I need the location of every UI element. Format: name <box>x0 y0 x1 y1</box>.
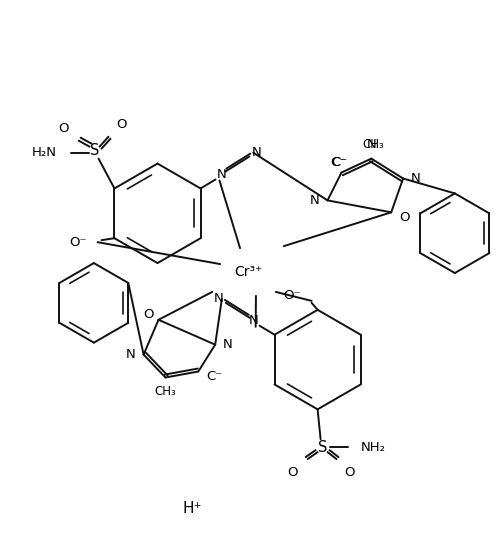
Text: N: N <box>251 146 261 159</box>
Text: CH₃: CH₃ <box>155 385 176 398</box>
Text: O: O <box>116 118 127 132</box>
Text: H₂N: H₂N <box>32 146 57 159</box>
Text: N: N <box>411 172 421 185</box>
Text: N: N <box>249 314 258 327</box>
Text: O: O <box>399 211 410 224</box>
Text: C⁻: C⁻ <box>206 370 223 383</box>
Text: N: N <box>217 168 226 181</box>
Text: O⁻: O⁻ <box>69 236 86 249</box>
Text: H⁺: H⁺ <box>182 501 202 516</box>
Text: N: N <box>310 194 320 207</box>
Text: C⁻: C⁻ <box>331 156 347 169</box>
Text: S: S <box>318 440 327 455</box>
Text: CH₃: CH₃ <box>362 138 384 151</box>
Text: N: N <box>366 138 376 151</box>
Text: Cr³⁺: Cr³⁺ <box>234 265 262 279</box>
Text: C⁻: C⁻ <box>331 156 346 169</box>
Text: N: N <box>223 338 233 351</box>
Text: N: N <box>126 348 136 361</box>
Text: O: O <box>59 122 69 135</box>
Text: O: O <box>143 309 154 321</box>
Text: N: N <box>214 292 224 305</box>
Text: O: O <box>344 466 355 478</box>
Text: NH₂: NH₂ <box>360 441 385 453</box>
Text: S: S <box>90 143 99 158</box>
Text: O: O <box>287 466 298 478</box>
Text: O⁻: O⁻ <box>283 289 301 302</box>
